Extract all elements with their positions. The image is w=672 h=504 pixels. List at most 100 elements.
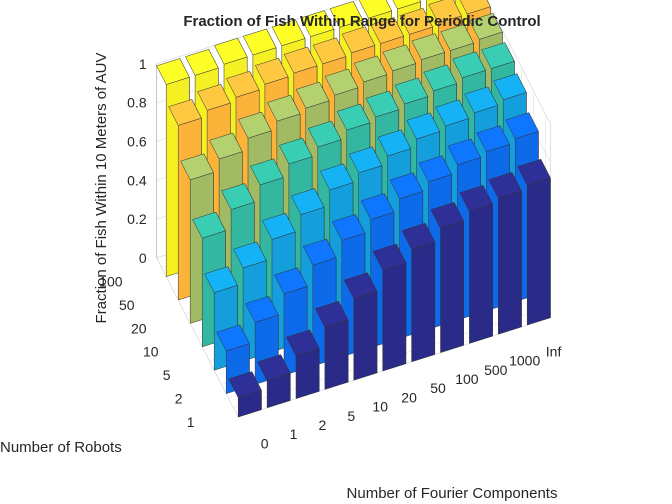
x-tick-label: 0: [261, 435, 269, 451]
bar-top-face: [493, 73, 527, 101]
bar-top-face: [365, 90, 400, 118]
bar-top-face: [399, 7, 433, 35]
bar-top-face: [233, 241, 267, 269]
z-tick-label: 0.8: [127, 95, 147, 111]
bar-top-face: [341, 26, 376, 54]
bar-top-face: [271, 19, 306, 47]
bar-top-face: [343, 272, 378, 300]
bar-top-face: [372, 243, 407, 271]
x-tick-label: 100: [455, 371, 479, 387]
bar-top-face: [185, 48, 219, 76]
bar-top-face: [312, 37, 347, 65]
bar-top-face: [250, 158, 284, 186]
bar-top-face: [423, 64, 457, 92]
bar-top-face: [245, 295, 279, 323]
y-tick-label: 50: [119, 297, 135, 313]
bar-top-face: [274, 267, 308, 295]
bar-top-face: [257, 354, 291, 382]
bar: [228, 371, 262, 418]
bar-top-face: [209, 132, 243, 160]
bar: [286, 329, 320, 399]
bar-top-face: [214, 37, 248, 65]
x-tick-label: 500: [484, 362, 508, 378]
bar-top-face: [216, 324, 250, 352]
bar-front-face: [498, 190, 522, 335]
bar-top-face: [517, 158, 551, 186]
x-tick-label: 1000: [509, 353, 540, 369]
bar-top-face: [221, 183, 255, 210]
bar-top-face: [228, 371, 262, 398]
x-tick-label: 20: [401, 389, 417, 405]
bar-top-face: [392, 0, 421, 10]
bar-top-face: [370, 17, 405, 44]
x-tick-label: 2: [319, 417, 327, 433]
bar-top-face: [290, 188, 325, 215]
tick-labels: 01251020501005001000Inf12510205010000.20…: [99, 56, 561, 452]
z-axis-label: Fraction of Fish Within 10 Meters of AUV: [93, 53, 110, 324]
bar-top-face: [430, 202, 465, 229]
bar: [343, 272, 378, 381]
bar-top-face: [262, 212, 296, 240]
bar-top-face: [377, 129, 412, 157]
bar-top-face: [348, 146, 383, 174]
bar-top-face: [476, 125, 510, 153]
z-tick-label: 1: [139, 56, 147, 72]
bar-top-face: [435, 99, 469, 127]
y-axis-label: Number of Robots: [0, 439, 122, 456]
bar: [488, 172, 522, 335]
x-tick-label: Inf: [546, 343, 562, 359]
bar-top-face: [488, 172, 522, 199]
bar-front-face: [295, 348, 320, 399]
bar-top-face: [314, 300, 349, 328]
bar-front-face: [324, 319, 349, 390]
bar-top-face: [300, 10, 335, 37]
bar-top-face: [358, 0, 393, 19]
bar: [401, 222, 436, 363]
z-tick-label: 0: [139, 250, 147, 266]
bar-top-face: [192, 211, 226, 239]
y-tick-label: 2: [175, 390, 183, 406]
x-tick-label: 50: [430, 380, 446, 396]
bar-top-face: [411, 33, 445, 61]
bar: [517, 158, 551, 326]
bar-front-face: [353, 291, 378, 381]
y-tick-label: 5: [163, 367, 171, 383]
bar-top-face: [286, 329, 320, 357]
x-axis-label: Number of Fourier Components: [347, 485, 558, 502]
bar-top-face: [418, 155, 453, 183]
bar: [257, 354, 291, 409]
bar-top-face: [204, 266, 238, 293]
bar-top-face: [168, 99, 202, 126]
x-tick-label: 1: [290, 426, 298, 442]
bar-top-face: [226, 70, 260, 98]
bar-top-face: [469, 12, 503, 40]
bar-front-face: [526, 177, 551, 326]
bar-top-face: [283, 46, 318, 74]
bar-top-face: [180, 153, 214, 181]
bar-top-face: [389, 172, 424, 200]
y-tick-label: 1: [187, 414, 195, 430]
bar-top-face: [336, 103, 371, 131]
chart-title: Fraction of Fish Within Range for Period…: [183, 13, 540, 30]
x-tick-label: 10: [372, 399, 388, 415]
bar: [430, 202, 465, 353]
bar-top-face: [331, 214, 366, 241]
bar: [372, 243, 407, 372]
bar-front-face: [382, 262, 407, 372]
bar-top-face: [324, 68, 359, 96]
bar-top-face: [440, 24, 474, 51]
bar-top-face: [238, 111, 272, 139]
bar-top-face: [295, 81, 330, 109]
bar-top-face: [353, 55, 388, 83]
z-tick-label: 0.6: [127, 134, 147, 150]
bar-front-face: [469, 203, 493, 344]
bar-top-face: [401, 222, 436, 250]
bar: [314, 300, 349, 390]
bar-top-face: [360, 193, 395, 220]
bar-top-face: [481, 42, 515, 69]
bar-top-face: [302, 238, 337, 266]
y-tick-label: 20: [131, 320, 147, 336]
bar-front-face: [440, 220, 464, 353]
